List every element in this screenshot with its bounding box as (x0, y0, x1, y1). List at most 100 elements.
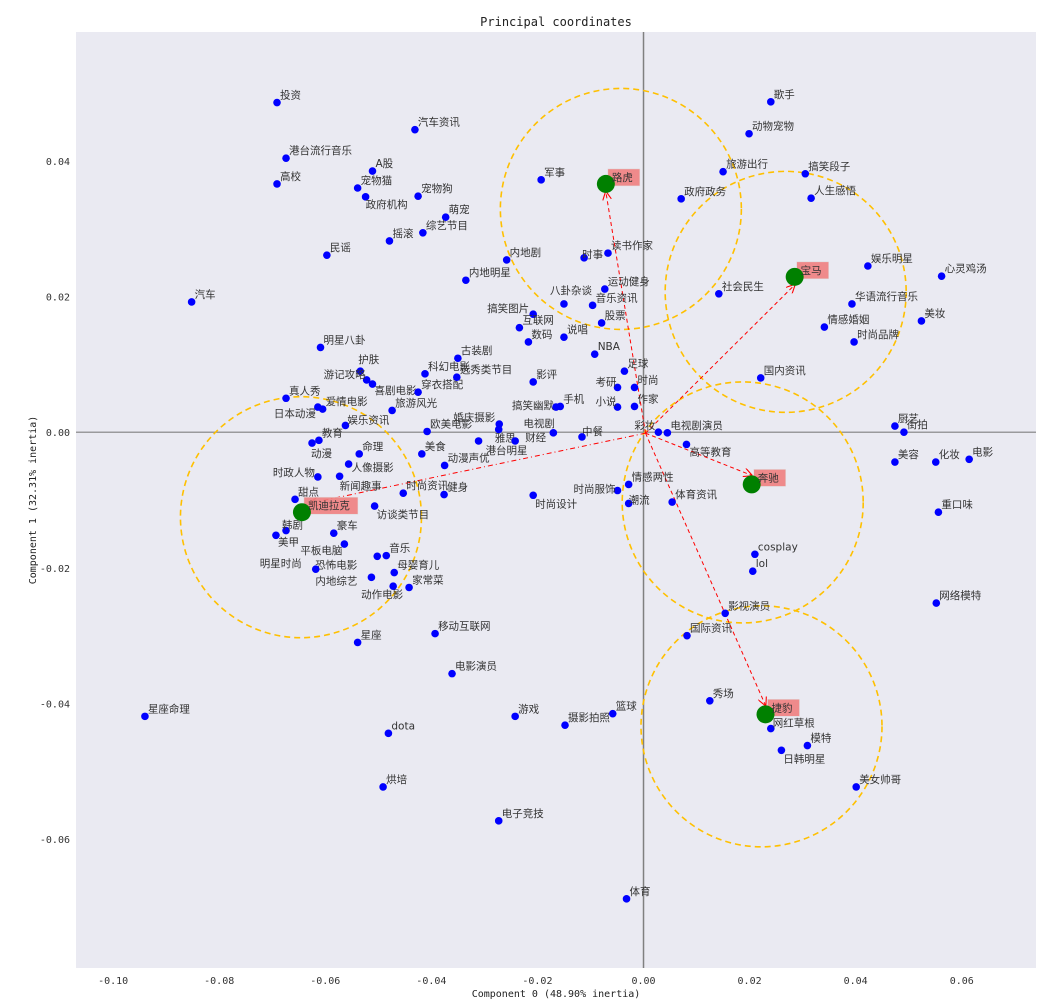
data-point (624, 499, 633, 508)
data-point (389, 582, 397, 590)
data-point (419, 228, 427, 237)
point-label: 豪车 (337, 519, 358, 532)
data-point (537, 176, 545, 184)
y-tick-label: 0.02 (46, 293, 70, 304)
point-label: 音乐 (389, 542, 410, 555)
point-label: 内地综艺 (315, 574, 357, 587)
data-point (891, 458, 899, 466)
data-point (654, 428, 663, 436)
point-label: 美食 (425, 440, 446, 453)
point-label: 电影演员 (455, 660, 497, 673)
point-label: 美女帅哥 (859, 773, 901, 786)
data-point (748, 567, 757, 576)
data-point (600, 285, 609, 293)
point-label: 喜剧电影 (374, 384, 416, 397)
data-point (462, 276, 470, 285)
point-label: 新闻趣事 (340, 479, 382, 492)
point-label: 电影 (972, 445, 993, 458)
data-point (937, 272, 946, 280)
data-point (329, 529, 338, 538)
point-label: 港台明星 (486, 444, 528, 457)
data-point (414, 388, 422, 396)
data-point (668, 498, 676, 506)
point-label: 时尚设计 (535, 497, 577, 510)
cluster-circle (179, 395, 423, 639)
brand-point (742, 475, 761, 494)
point-label: 明星八卦 (324, 333, 366, 346)
x-tick-label: 0.04 (844, 976, 868, 987)
point-label: 化妆 (939, 448, 960, 461)
data-point (803, 741, 812, 750)
point-label: 时尚品牌 (857, 328, 899, 341)
brand-label: 凯迪拉克 (308, 499, 350, 512)
x-tick-label: -0.06 (310, 976, 340, 987)
data-point (597, 319, 606, 327)
data-point (529, 378, 537, 386)
data-point (344, 460, 353, 468)
point-label: 政府政务 (684, 185, 726, 198)
point-label: 宠物猫 (361, 174, 393, 187)
brand-label: 奔驰 (758, 471, 779, 484)
data-point (315, 436, 323, 445)
data-point (368, 167, 377, 175)
data-point (272, 531, 280, 540)
point-label: 港台流行音乐 (289, 144, 352, 157)
point-label: 高等教育 (689, 445, 731, 458)
data-point (588, 301, 597, 310)
data-point (630, 383, 639, 392)
point-label: 星座 (361, 628, 382, 641)
point-label: 移动互联网 (438, 620, 491, 633)
point-label: dota (391, 720, 415, 732)
data-point (560, 333, 568, 342)
data-point (187, 298, 196, 306)
point-label: 搞笑图片 (487, 302, 529, 315)
data-point (316, 343, 325, 352)
point-label: 美容 (898, 448, 919, 461)
data-point (620, 367, 629, 375)
data-point (494, 425, 503, 434)
brand-point (785, 267, 804, 286)
data-point (454, 354, 462, 363)
data-point (282, 394, 290, 403)
data-point (311, 565, 320, 573)
data-point (382, 551, 391, 560)
data-point (622, 895, 631, 903)
data-point (578, 433, 586, 441)
point-label: 教育 (322, 426, 343, 439)
data-point (682, 440, 691, 449)
point-label: 婚庆摄影 (453, 411, 495, 424)
data-point (273, 98, 281, 107)
point-label: 情感两性 (632, 470, 674, 483)
data-point (864, 262, 872, 270)
point-label: 健身 (447, 481, 468, 494)
point-label: 欧美电影 (430, 417, 472, 430)
point-label: 动漫 (311, 447, 332, 460)
point-label: 厨艺 (898, 413, 919, 425)
point-label: 平板电脑 (300, 544, 342, 557)
brand-label: 路虎 (612, 171, 633, 184)
point-label: 军事 (544, 166, 565, 179)
point-label: 彩妆 (634, 419, 655, 432)
data-point (801, 169, 810, 178)
data-point (751, 550, 759, 559)
point-label: 股票 (605, 310, 626, 322)
data-point (965, 455, 973, 464)
point-label: 烘培 (386, 773, 407, 786)
data-point (756, 374, 765, 382)
point-label: 甜点 (298, 485, 319, 498)
point-label: 影视演员 (728, 599, 770, 612)
x-tick-label: -0.08 (204, 976, 234, 987)
y-tick-label: -0.04 (40, 699, 70, 710)
point-label: 足球 (627, 357, 648, 370)
data-point (624, 480, 633, 489)
point-label: 游记攻略 (324, 368, 366, 381)
point-label: 八卦杂谈 (550, 284, 592, 297)
data-point (362, 376, 371, 384)
point-label: 情感婚姻 (827, 313, 869, 326)
data-point (561, 721, 569, 729)
point-label: 娱乐明星 (871, 252, 913, 265)
point-label: 高校 (280, 170, 301, 183)
point-label: 汽车 (195, 288, 216, 301)
y-axis-label: Component 1 (32.31% inertia) (28, 416, 39, 585)
data-point (767, 724, 775, 733)
